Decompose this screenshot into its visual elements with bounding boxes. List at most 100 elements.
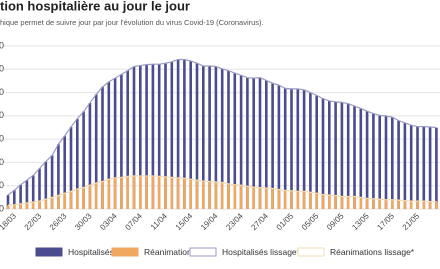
bar [334, 195, 337, 209]
bar [346, 196, 350, 209]
x-tick-label: 11/04 [149, 211, 169, 231]
bar [271, 83, 274, 209]
y-tick-label: 0 [0, 203, 4, 213]
bar [239, 75, 243, 209]
bar [233, 72, 237, 209]
legend-swatch [111, 247, 139, 257]
y-tick-label: 20000 [0, 110, 4, 120]
bar [145, 175, 148, 209]
bar [328, 195, 331, 209]
bar [384, 199, 388, 209]
bar [6, 205, 10, 209]
bar [132, 176, 136, 209]
bar [290, 88, 293, 209]
bar [164, 176, 167, 209]
bar [76, 189, 79, 209]
bar [328, 101, 331, 209]
x-tick-label: 18/03 [0, 211, 18, 232]
bar [271, 188, 274, 209]
x-tick-label: 30/03 [73, 211, 94, 232]
y-tick-label: 25000 [0, 87, 4, 97]
bar [220, 182, 224, 209]
bar [69, 126, 73, 209]
legend-label: Réanimations [144, 247, 196, 257]
x-tick-label: 01/05 [275, 211, 296, 232]
bar [252, 78, 255, 209]
bar [50, 197, 54, 209]
bar [365, 110, 369, 209]
bar [277, 85, 281, 209]
bar [428, 201, 432, 209]
x-tick-label: 15/04 [174, 211, 195, 232]
bar [76, 118, 79, 209]
bar [397, 200, 400, 209]
chart-subtitle: hique permet de suivre jour par jour l'é… [0, 18, 264, 27]
bar [309, 192, 312, 209]
bar [202, 180, 205, 209]
y-tick-label: 10000 [0, 157, 4, 167]
bar [183, 59, 186, 209]
x-tick-label: 05/05 [300, 211, 321, 232]
bar [88, 185, 92, 209]
bar [101, 181, 104, 209]
x-tick-label: 26/03 [48, 211, 69, 232]
bar [409, 125, 413, 209]
bar [126, 70, 129, 209]
bar [220, 68, 224, 210]
bar [321, 194, 325, 209]
bar [340, 196, 344, 209]
x-tick-label: 21/05 [401, 211, 422, 232]
bar [353, 106, 356, 209]
bar [88, 103, 92, 209]
bar [94, 183, 98, 209]
bar [176, 59, 180, 209]
bar [340, 102, 344, 209]
x-tick-label: 03/04 [98, 211, 119, 232]
bar [214, 66, 218, 209]
bar [239, 185, 243, 209]
bar [391, 199, 394, 209]
x-tick-label: 17/05 [375, 211, 396, 232]
legend-swatch [297, 247, 325, 257]
bar [302, 191, 306, 209]
bar [44, 161, 48, 209]
bar [13, 190, 16, 209]
line [7, 58, 437, 196]
bar [283, 88, 287, 209]
bar [227, 70, 230, 209]
legend-swatch [189, 247, 217, 257]
bar [258, 187, 262, 209]
bar [265, 80, 268, 209]
bar [6, 195, 10, 209]
bar [378, 199, 381, 209]
bar [94, 94, 98, 209]
bar [57, 195, 60, 209]
bar [38, 200, 41, 209]
bar [233, 184, 237, 209]
bar [151, 176, 155, 209]
bar [372, 198, 375, 209]
bar [50, 155, 54, 209]
bar [416, 126, 419, 209]
bar [403, 200, 407, 209]
bar [208, 66, 211, 209]
x-tick-label: 27/04 [249, 211, 270, 232]
y-tick-label: 5000 [0, 180, 4, 190]
bar [435, 201, 438, 209]
bar [120, 74, 123, 209]
bar [202, 65, 205, 209]
bar [422, 126, 426, 209]
bar [359, 197, 363, 209]
x-tick-label: 13/05 [350, 211, 371, 232]
bar [391, 117, 394, 209]
bar [113, 177, 117, 209]
bar [132, 66, 136, 209]
bar [283, 190, 287, 209]
bar [252, 187, 255, 209]
bar [365, 198, 369, 209]
bar [151, 64, 155, 209]
bar [170, 61, 174, 210]
bar [139, 175, 142, 209]
bar [346, 103, 350, 209]
bar [208, 181, 211, 209]
